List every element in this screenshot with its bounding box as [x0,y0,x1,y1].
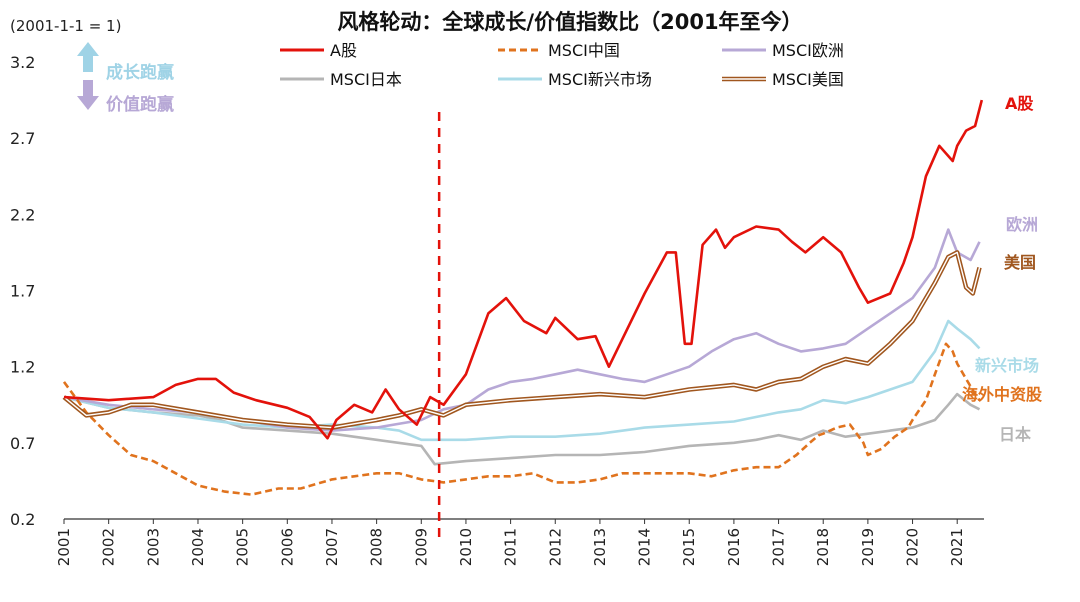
plot-area [62,99,984,496]
down-arrow-icon [77,80,99,110]
end-label: 海外中资股 [962,385,1043,404]
value-note: 价值跑赢 [106,94,174,115]
x-tick-label: 2008 [368,528,386,566]
x-tick-label: 2007 [323,528,341,566]
legend-label: MSCI中国 [548,41,620,60]
x-tick-label: 2015 [680,528,698,566]
x-tick-label: 2012 [546,528,564,566]
end-label: 新兴市场 [975,356,1039,375]
legend-item: MSCI中国 [498,41,620,60]
legend-item: MSCI美国 [722,70,844,89]
up-arrow-icon [77,42,99,72]
legend-item: MSCI新兴市场 [498,70,652,89]
x-tick-label: 2001 [55,528,73,566]
series-2-line [63,228,981,432]
legend-item: MSCI日本 [280,70,402,89]
legend: A股 MSCI中国 MSCI欧洲 MSCI日本 MSCI新兴市场 MSCI美国 [280,41,844,89]
y-tick-label: 0.7 [10,434,35,453]
end-label: A股 [1005,94,1034,113]
x-tick-label: 2018 [814,528,832,566]
chart-subtitle: (2001-1-1 = 1) [10,17,121,35]
legend-label: MSCI欧洲 [772,41,844,60]
series-4-line [63,319,981,442]
y-tick-label: 1.2 [10,358,35,377]
legend-label: MSCI美国 [772,70,844,89]
series-1-line [62,342,981,496]
x-tick-label: 2009 [412,528,430,566]
y-axis: 0.2 0.7 1.2 1.7 2.2 2.7 3.2 [10,53,35,529]
style-annotation: 成长跑赢 价值跑赢 [77,42,174,115]
x-tick-label: 2020 [904,528,922,566]
series-3-line [63,392,981,466]
y-tick-label: 2.2 [10,205,35,224]
x-tick-label: 2003 [144,528,162,566]
end-label: 欧洲 [1006,215,1038,234]
x-tick-label: 2011 [502,528,520,566]
legend-item: A股 [280,41,357,60]
y-tick-label: 3.2 [10,53,35,72]
end-label: 日本 [999,425,1031,444]
x-tick-label: 2014 [636,528,654,566]
series-5-line-outer [62,250,982,430]
x-tick-label: 2013 [591,528,609,566]
x-tick-label: 2004 [189,528,207,566]
chart-title: 风格轮动：全球成长/价值指数比（2001年至今） [337,10,802,34]
x-tick-label: 2021 [948,528,966,566]
x-tick-label: 2010 [457,528,475,566]
legend-item: MSCI欧洲 [722,41,844,60]
x-tick-label: 2005 [234,528,252,566]
y-tick-label: 2.7 [10,129,35,148]
y-tick-label: 0.2 [10,510,35,529]
growth-note: 成长跑赢 [106,62,174,83]
x-axis: 2001 2002 2003 2004 2005 2006 2007 2008 2009 2010… [55,518,984,566]
x-tick-label: 2017 [770,528,788,566]
y-tick-label: 1.7 [10,282,35,301]
legend-label: MSCI新兴市场 [548,70,652,89]
series-5-line-inner [63,251,981,429]
legend-label: MSCI日本 [330,70,402,89]
x-tick-label: 2019 [859,528,877,566]
legend-label: A股 [330,41,357,60]
x-tick-label: 2002 [100,528,118,566]
x-tick-label: 2016 [725,528,743,566]
end-label: 美国 [1004,253,1036,272]
x-tick-label: 2006 [278,528,296,566]
series-0-line [63,99,984,440]
